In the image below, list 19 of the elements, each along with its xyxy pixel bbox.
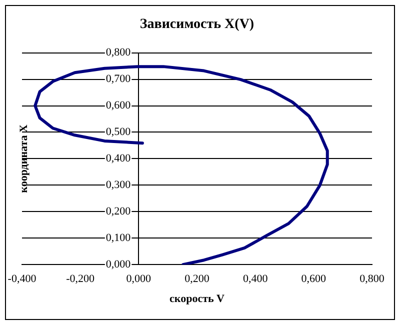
chart-title: Зависимость X(V): [140, 17, 254, 32]
x-tick-label: -0,200: [66, 273, 96, 286]
y-tick-label: 0,600: [106, 100, 132, 112]
y-tick-label: 0,700: [106, 73, 132, 86]
x-tick-label: 0,000: [126, 273, 152, 286]
y-tick-label: 0,300: [106, 179, 132, 192]
x-tick-label: 0,400: [242, 273, 268, 286]
y-tick-label: 0,400: [106, 152, 132, 165]
y-tick-label: 0,000: [106, 258, 132, 270]
x-tick-label: -0,400: [8, 273, 37, 286]
y-tick-label: 0,100: [106, 232, 132, 244]
y-tick-label: 0,200: [106, 206, 132, 218]
x-tick-label: 0,600: [301, 273, 327, 286]
y-axis-title: координата X: [18, 124, 30, 193]
x-tick-label: 0,800: [360, 273, 385, 286]
y-tick-label: 0,800: [106, 46, 132, 59]
y-tick-label: 0,500: [106, 126, 132, 138]
x-tick-label: 0,200: [184, 273, 210, 286]
x-axis-title: скорость V: [170, 293, 225, 306]
